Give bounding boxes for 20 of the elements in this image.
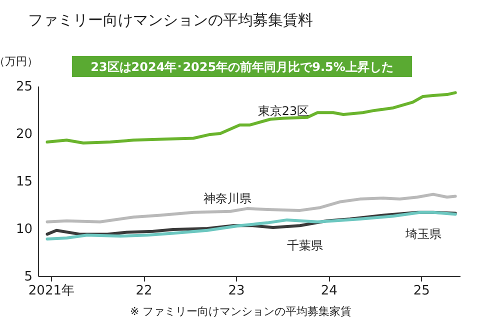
chart-subtitle: 23区は2024年･2025年の前年同月比で9.5%上昇した xyxy=(90,60,394,74)
text: ※ ファミリー向けマンションの平均募集家賃 xyxy=(130,305,352,318)
chart-title: ファミリー向けマンションの平均募集賃料 xyxy=(28,11,313,29)
y-tick-label: 15 xyxy=(16,174,32,190)
y-tick-label: 25 xyxy=(16,80,32,94)
line-series xyxy=(46,192,457,224)
y-tick-label: 10 xyxy=(16,222,32,237)
series-label: 千葉県 xyxy=(287,238,324,253)
line-series xyxy=(46,91,457,144)
y-tick-label: 5 xyxy=(24,270,32,284)
y-tick-label: 20 xyxy=(16,127,32,142)
x-tick-label: 23 xyxy=(228,284,245,298)
x-tick-label: 25 xyxy=(413,284,430,298)
x-tick-label: 22 xyxy=(136,284,152,298)
series-label: 埼玉県 xyxy=(404,227,442,242)
series-label: 東京23区 xyxy=(258,104,310,118)
y-axis-title: （万円） xyxy=(0,55,38,68)
x-tick-label: 2021年 xyxy=(28,284,75,298)
x-tick-label: 24 xyxy=(320,284,338,298)
series-label: 神奈川県 xyxy=(203,191,252,206)
